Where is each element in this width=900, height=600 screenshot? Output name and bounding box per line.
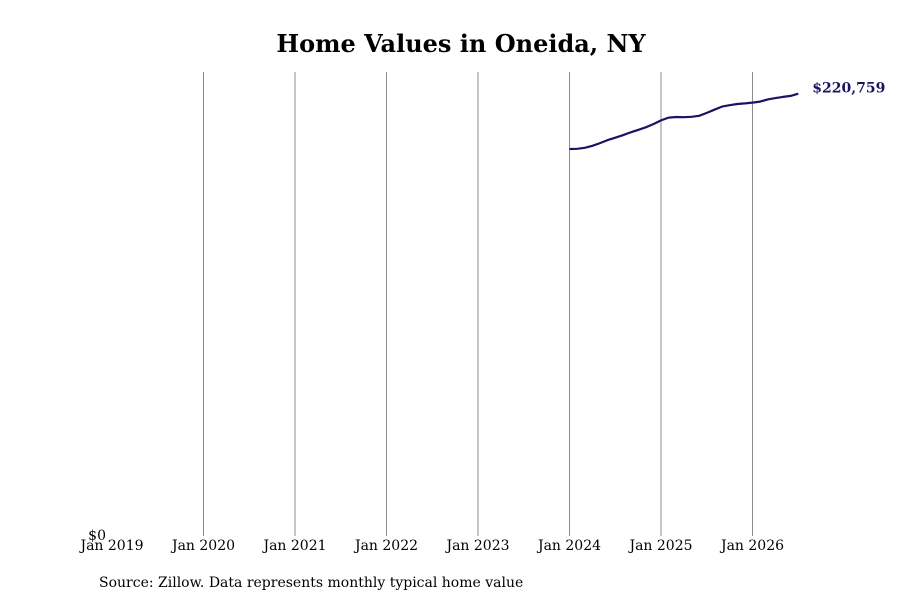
x-tick-label: Jan 2023 bbox=[444, 538, 509, 554]
y-axis-tick-labels: $0 bbox=[88, 528, 106, 544]
chart-title: Home Values in Oneida, NY bbox=[276, 29, 646, 58]
x-tick-label: Jan 2020 bbox=[170, 538, 235, 554]
x-tick-label: Jan 2025 bbox=[627, 538, 692, 554]
x-tick-label: Jan 2024 bbox=[536, 538, 601, 554]
series-line bbox=[569, 92, 799, 151]
end-value-label: $220,759 bbox=[812, 81, 885, 97]
source-note: Source: Zillow. Data represents monthly … bbox=[99, 575, 523, 591]
x-tick-label: Jan 2026 bbox=[719, 538, 784, 554]
x-tick-label: Jan 2021 bbox=[261, 538, 326, 554]
gridlines bbox=[203, 72, 753, 536]
x-axis-tick-labels: Jan 2019 Jan 2020 Jan 2021 Jan 2022 Jan 2023… bbox=[78, 538, 784, 554]
x-tick-label: Jan 2019 bbox=[78, 538, 143, 554]
x-tick-label: Jan 2022 bbox=[353, 538, 418, 554]
y-tick-label: $0 bbox=[88, 528, 106, 544]
